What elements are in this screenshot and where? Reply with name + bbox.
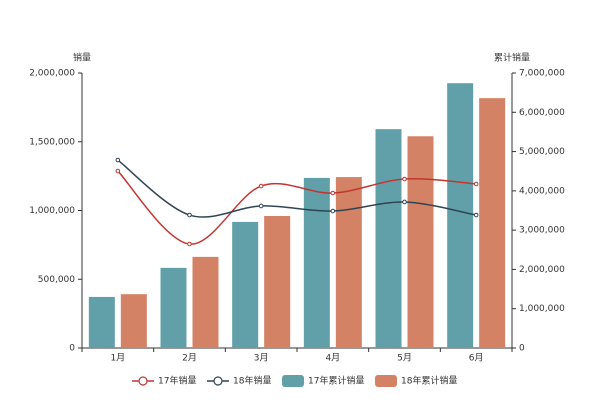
point bbox=[187, 212, 192, 218]
point bbox=[402, 176, 407, 182]
bar bbox=[335, 177, 362, 348]
bar bbox=[160, 267, 187, 348]
legend-label: 18年销量 bbox=[233, 375, 271, 387]
bar bbox=[192, 256, 219, 348]
x-tick-label: 4月 bbox=[325, 353, 340, 364]
bar bbox=[375, 129, 402, 348]
legend-marker bbox=[282, 375, 304, 387]
legend-label: 18年累计销量 bbox=[401, 375, 457, 387]
point bbox=[473, 181, 479, 187]
x-tick-label: 5月 bbox=[397, 353, 412, 364]
y-tick-label: 1,500,000 bbox=[29, 137, 75, 147]
bar bbox=[120, 294, 147, 348]
legend-marker bbox=[213, 376, 223, 386]
y-tick-label: 500,000 bbox=[38, 275, 75, 285]
point bbox=[115, 157, 121, 163]
y2-tick-label: 4,000,000 bbox=[519, 186, 565, 196]
y2-tick-label: 2,000,000 bbox=[519, 265, 565, 275]
point bbox=[330, 208, 336, 214]
y2-tick-label: 6,000,000 bbox=[519, 108, 565, 118]
point bbox=[330, 190, 336, 196]
y2-tick-label: 1,000,000 bbox=[519, 304, 565, 314]
y2-tick-label: 0 bbox=[519, 344, 525, 354]
line bbox=[117, 159, 477, 218]
point bbox=[115, 168, 121, 174]
y-axis-title: 销量 bbox=[73, 52, 91, 64]
point bbox=[258, 203, 264, 209]
legend-marker bbox=[375, 375, 397, 387]
y2-tick-label: 7,000,000 bbox=[519, 69, 565, 79]
x-tick-label: 2月 bbox=[182, 353, 197, 364]
y2-axis-title: 累计销量 bbox=[494, 52, 530, 64]
bar bbox=[264, 216, 291, 348]
x-tick-label: 1月 bbox=[110, 353, 125, 364]
y-tick-label: 1,000,000 bbox=[29, 206, 75, 216]
point bbox=[402, 199, 407, 205]
y-tick-label: 0 bbox=[69, 344, 75, 354]
point bbox=[187, 241, 192, 247]
x-tick-label: 6月 bbox=[469, 353, 484, 364]
legend-marker bbox=[138, 376, 148, 386]
legend-label: 17年累计销量 bbox=[308, 375, 364, 387]
bar bbox=[303, 177, 330, 348]
bar bbox=[447, 83, 474, 348]
point bbox=[473, 212, 479, 218]
y2-tick-label: 5,000,000 bbox=[519, 147, 565, 157]
y2-tick-label: 3,000,000 bbox=[519, 226, 565, 236]
x-tick-label: 3月 bbox=[254, 353, 269, 364]
bar bbox=[479, 98, 506, 349]
point bbox=[258, 183, 264, 189]
bar bbox=[232, 221, 259, 348]
bar bbox=[88, 296, 115, 348]
y-tick-label: 2,000,000 bbox=[29, 69, 75, 79]
bar bbox=[407, 136, 434, 348]
legend-label: 17年销量 bbox=[158, 375, 196, 387]
